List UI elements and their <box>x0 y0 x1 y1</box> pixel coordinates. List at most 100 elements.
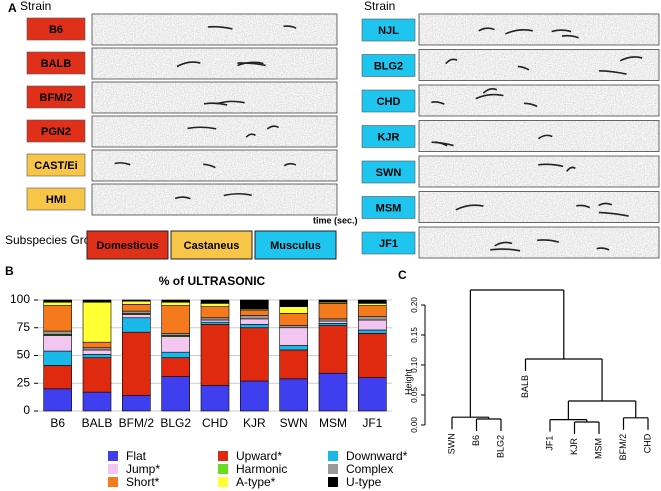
bar-segment <box>240 299 269 310</box>
strain-box <box>361 54 416 77</box>
call-trace <box>445 58 458 65</box>
call-trace <box>566 166 576 172</box>
bar-segment <box>358 316 387 321</box>
bar-segment <box>318 323 348 326</box>
spectrogram <box>418 84 660 117</box>
bar-segment <box>240 309 269 316</box>
spectrogram <box>418 191 660 223</box>
strain-name: BLG2 <box>374 60 403 72</box>
legend-swatch <box>218 451 228 461</box>
bar-segment <box>240 315 269 320</box>
spectrogram-frame <box>418 84 660 117</box>
legend-label: Upward* <box>236 449 282 463</box>
call-trace <box>245 133 256 138</box>
bar-segment <box>200 317 230 321</box>
group-name: Musculus <box>270 240 321 252</box>
strain-box <box>361 160 416 184</box>
call-trace <box>551 29 572 33</box>
bar-segment <box>200 324 230 386</box>
bar-segment <box>161 332 190 336</box>
legend-label: Jump* <box>126 462 160 476</box>
bar-segment <box>43 301 72 306</box>
y-tick-label: 0.20 <box>410 297 419 313</box>
x-tick-label: JF1 <box>362 416 382 430</box>
call-trace <box>283 162 297 167</box>
bar-segment <box>279 378 308 412</box>
y-tick-label: 0.05 <box>410 387 419 403</box>
x-tick-label: MSM <box>319 416 347 430</box>
bar-segment <box>82 391 112 412</box>
spectrogram <box>418 13 660 46</box>
call-trace <box>523 102 538 108</box>
bar-segment <box>358 329 387 334</box>
bar-segment <box>358 299 387 304</box>
bar-segment <box>200 385 230 412</box>
strain-box <box>26 85 86 109</box>
bar-segment <box>82 357 112 393</box>
call-trace <box>216 100 245 105</box>
legend-swatch <box>328 477 338 487</box>
legend-swatch <box>218 464 228 474</box>
call-trace <box>455 204 484 211</box>
bar-segment <box>43 305 72 332</box>
x-tick-label: SWN <box>280 416 308 430</box>
bar-segment <box>279 325 308 329</box>
panel-label: C <box>398 268 407 282</box>
bar-segment <box>161 336 190 353</box>
call-trace <box>223 192 252 197</box>
legend-swatch <box>328 464 338 474</box>
x-tick-label: BLG2 <box>160 416 191 430</box>
strain-name: PGN2 <box>41 126 71 138</box>
spectrogram-frame <box>418 155 660 188</box>
bar-segment <box>122 310 151 314</box>
spectrogram-frame <box>91 115 338 148</box>
strain-box <box>361 196 416 219</box>
call-trace <box>207 25 233 30</box>
bar-segment <box>43 388 72 412</box>
x-tick-label: CHD <box>202 416 228 430</box>
call-trace <box>537 134 553 140</box>
bar-segment <box>43 335 72 352</box>
bar-segment <box>240 318 269 325</box>
bar-segment <box>82 354 112 359</box>
bar-segment <box>318 303 348 320</box>
strain-box <box>26 119 86 143</box>
spectrogram-frame <box>418 120 660 152</box>
call-trace <box>114 162 131 166</box>
call-trace <box>203 102 228 106</box>
group-name: Domesticus <box>96 240 158 252</box>
strain-name: B6 <box>49 24 63 36</box>
y-tick-label: 0 <box>23 403 30 417</box>
bar-segment <box>318 299 348 303</box>
strain-name: MSM <box>376 202 402 214</box>
bar-segment <box>240 324 269 329</box>
leaf-label: JF1 <box>544 436 554 451</box>
group-box <box>86 230 169 260</box>
strain-box <box>361 231 416 255</box>
bar-segment <box>200 306 230 319</box>
call-trace <box>596 247 610 251</box>
bar-segment <box>279 345 308 351</box>
call-trace <box>478 27 495 32</box>
bar-segment <box>161 357 190 377</box>
call-trace <box>517 65 530 71</box>
legend-label: Harmonic <box>236 462 287 476</box>
y-axis-label: Height <box>403 368 413 395</box>
strain-name: KJR <box>377 131 399 143</box>
spectrogram <box>91 13 338 46</box>
strain-header: Strain <box>364 0 395 13</box>
call-trace <box>283 25 297 29</box>
group-box <box>170 230 253 260</box>
bar-segment <box>82 301 112 343</box>
bar-segment <box>43 365 72 390</box>
legend-swatch <box>328 451 338 461</box>
x-tick-label: BALB <box>82 416 113 430</box>
bar-segment <box>358 303 387 306</box>
bar-segment <box>122 331 151 396</box>
bar-segment <box>200 299 230 304</box>
strain-box <box>361 125 416 148</box>
bar-segment <box>43 299 72 303</box>
spectrogram <box>91 81 338 114</box>
call-trace <box>434 141 448 147</box>
spectrogram <box>91 149 338 182</box>
